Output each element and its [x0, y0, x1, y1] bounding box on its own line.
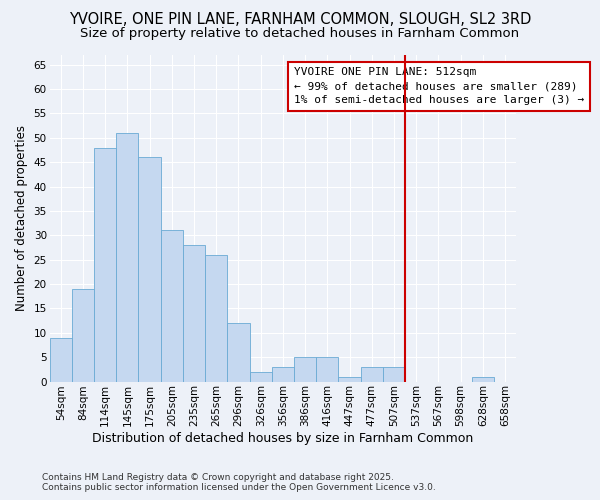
Bar: [161, 230, 183, 382]
Bar: [139, 158, 161, 382]
Bar: [272, 367, 294, 382]
Bar: [116, 133, 139, 382]
Bar: [294, 357, 316, 382]
Text: Size of property relative to detached houses in Farnham Common: Size of property relative to detached ho…: [80, 28, 520, 40]
Text: YVOIRE, ONE PIN LANE, FARNHAM COMMON, SLOUGH, SL2 3RD: YVOIRE, ONE PIN LANE, FARNHAM COMMON, SL…: [69, 12, 531, 28]
Bar: [205, 255, 227, 382]
Y-axis label: Number of detached properties: Number of detached properties: [15, 126, 28, 312]
Bar: [338, 376, 361, 382]
Text: YVOIRE ONE PIN LANE: 512sqm
← 99% of detached houses are smaller (289)
1% of sem: YVOIRE ONE PIN LANE: 512sqm ← 99% of det…: [294, 67, 584, 105]
Text: Contains HM Land Registry data © Crown copyright and database right 2025.
Contai: Contains HM Land Registry data © Crown c…: [42, 473, 436, 492]
Bar: [472, 376, 494, 382]
Bar: [316, 357, 338, 382]
Bar: [94, 148, 116, 382]
Bar: [250, 372, 272, 382]
Bar: [72, 289, 94, 382]
Bar: [227, 323, 250, 382]
X-axis label: Distribution of detached houses by size in Farnham Common: Distribution of detached houses by size …: [92, 432, 473, 445]
Bar: [50, 338, 72, 382]
Bar: [361, 367, 383, 382]
Bar: [383, 367, 405, 382]
Bar: [183, 245, 205, 382]
